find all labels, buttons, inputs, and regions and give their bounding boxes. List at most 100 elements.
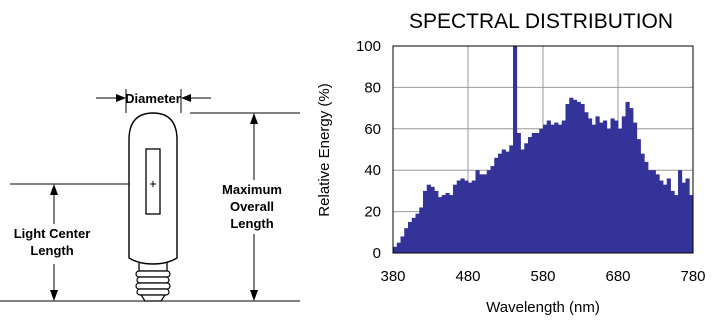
- spectrum-bar: [494, 157, 499, 253]
- spectrum-bar: [535, 132, 540, 253]
- spectrum-bar: [681, 182, 686, 253]
- x-tick-label: 680: [605, 268, 630, 285]
- spectrum-bar: [603, 120, 608, 254]
- spectrum-bar: [434, 190, 439, 253]
- spectrum-bar: [539, 128, 544, 253]
- spectrum-bar: [636, 139, 641, 253]
- spectrum-bar: [550, 124, 555, 253]
- spectrum-bar: [513, 46, 518, 253]
- spectrum-bar: [561, 120, 566, 254]
- spectrum-bar: [475, 170, 480, 253]
- spectrum-bar: [505, 151, 510, 253]
- light-center-bottom-arrowhead: [50, 290, 58, 301]
- spectrum-bar: [655, 174, 660, 253]
- y-tick-label: 80: [364, 79, 381, 96]
- spectrum-bar: [689, 195, 694, 253]
- spectrum-bar: [565, 103, 570, 254]
- spectrum-bar: [498, 153, 503, 253]
- diameter-label: Diameter: [125, 91, 181, 106]
- overall-length-label-line1: Maximum: [222, 182, 282, 197]
- lamp-screw-base: [135, 270, 171, 302]
- spectrum-bar: [520, 149, 525, 253]
- bar-layer: [393, 46, 694, 254]
- spectrum-bar: [396, 242, 401, 253]
- spectrum-bar: [651, 170, 656, 253]
- overall-length-top-arrowhead: [250, 113, 258, 124]
- x-axis-title: Wavelength (nm): [486, 299, 600, 316]
- spectrum-bar: [618, 128, 623, 253]
- spectrum-bar: [640, 153, 645, 253]
- spectrum-bar: [441, 195, 446, 253]
- spectrum-bar: [479, 174, 484, 253]
- lamp-diagram: Diameter Light Center Length Maximum Ove…: [0, 89, 300, 302]
- spectrum-bar: [509, 145, 514, 253]
- overall-length-label-line3: Length: [230, 216, 273, 231]
- spectrum-bar: [464, 180, 469, 253]
- spectrum-bar: [490, 166, 495, 253]
- spectrum-bar: [393, 246, 398, 253]
- spectrum-bar: [453, 184, 458, 253]
- spectrum-bar: [528, 137, 533, 253]
- y-tick-label: 60: [364, 121, 381, 138]
- spectrum-bar: [543, 124, 548, 253]
- spectrum-bar: [456, 180, 461, 253]
- y-tick-label: 100: [356, 38, 381, 55]
- spectrum-bar: [468, 182, 473, 253]
- y-tick-labels: 0 20 40 60 80 100: [356, 38, 381, 262]
- x-tick-label: 780: [680, 268, 705, 285]
- spectrum-bar: [558, 124, 563, 253]
- spectrum-bar: [576, 101, 581, 253]
- spectrum-bar: [606, 128, 611, 253]
- light-center-label-line2: Length: [30, 243, 73, 258]
- spectrum-bar: [599, 122, 604, 253]
- x-tick-label: 480: [455, 268, 480, 285]
- light-center-label-line1: Light Center: [14, 226, 91, 241]
- overall-length-label-line2: Overall: [230, 199, 274, 214]
- spectrum-bar: [438, 197, 443, 253]
- spectrum-bar: [445, 192, 450, 253]
- diameter-left-arrowhead: [116, 94, 126, 102]
- spectrum-bar: [685, 178, 690, 253]
- spectrum-bar: [588, 118, 593, 253]
- y-tick-label: 20: [364, 204, 381, 221]
- spectrum-bar: [423, 190, 428, 253]
- spectrum-bar: [569, 97, 574, 253]
- overall-length-bottom-arrowhead: [250, 290, 258, 301]
- spectrum-bar: [404, 228, 409, 253]
- spectrum-bar: [629, 108, 634, 253]
- spectrum-bar: [610, 118, 615, 253]
- spectrum-bar: [591, 124, 596, 253]
- y-axis-title: Relative Energy (%): [316, 83, 333, 216]
- spectrum-bar: [554, 122, 559, 253]
- spectrum-bar: [408, 221, 413, 253]
- spectrum-bar: [546, 120, 551, 254]
- spectrum-bar: [400, 236, 405, 253]
- x-tick-labels: 380 480 580 680 780: [380, 268, 705, 285]
- x-tick-label: 380: [380, 268, 405, 285]
- spectrum-bar: [621, 116, 626, 253]
- spectrum-bar: [430, 186, 435, 253]
- spectrum-bar: [663, 184, 668, 253]
- spectrum-bar: [471, 180, 476, 253]
- spectrum-bar: [411, 217, 416, 253]
- x-tick-label: 580: [530, 268, 555, 285]
- spectrum-bar: [648, 170, 653, 253]
- spectrum-bar: [678, 170, 683, 253]
- diameter-right-arrowhead: [181, 94, 191, 102]
- y-tick-label: 40: [364, 162, 381, 179]
- spectrum-bar: [415, 213, 420, 253]
- spectrum-bar: [674, 195, 679, 253]
- spectrum-bar: [516, 132, 521, 253]
- spectrum-bar: [633, 122, 638, 253]
- spectrum-bar: [419, 207, 424, 253]
- spectrum-bar: [580, 103, 585, 254]
- spectrum-bar: [483, 174, 488, 253]
- spectrum-bar: [449, 195, 454, 253]
- spectrum-bar: [670, 190, 675, 253]
- spectrum-bar: [501, 149, 506, 253]
- spectrum-bar: [625, 101, 630, 253]
- plot-frame: [392, 45, 694, 254]
- overall-length-label-bg: [212, 180, 296, 234]
- spectrum-bar: [595, 116, 600, 253]
